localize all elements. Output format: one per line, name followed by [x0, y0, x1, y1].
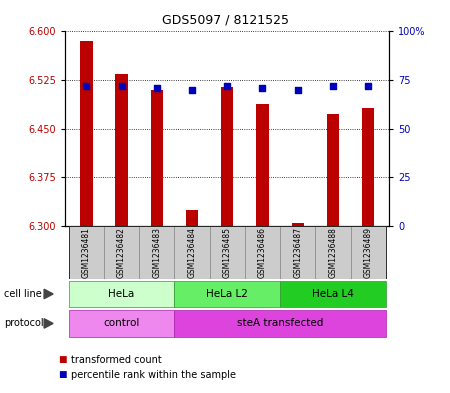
Bar	[221, 86, 234, 226]
Bar	[245, 226, 280, 279]
Bar	[139, 226, 175, 279]
Bar	[175, 226, 210, 279]
Point	[364, 83, 372, 89]
Text: GDS5097 / 8121525: GDS5097 / 8121525	[162, 14, 288, 27]
Text: GSM1236487: GSM1236487	[293, 227, 302, 278]
Bar	[175, 310, 386, 336]
Bar	[104, 226, 139, 279]
Text: HeLa L4: HeLa L4	[312, 289, 354, 299]
Bar	[362, 108, 374, 226]
Text: percentile rank within the sample: percentile rank within the sample	[71, 369, 236, 380]
Point	[83, 83, 90, 89]
Bar	[315, 226, 351, 279]
Text: ■: ■	[58, 355, 67, 364]
Bar	[69, 281, 175, 307]
Point	[329, 83, 337, 89]
Text: cell line: cell line	[4, 289, 42, 299]
Bar	[210, 226, 245, 279]
Bar	[151, 90, 163, 226]
Text: GSM1236482: GSM1236482	[117, 227, 126, 278]
Text: GSM1236485: GSM1236485	[223, 227, 232, 278]
Text: ■: ■	[58, 370, 67, 379]
Text: GSM1236486: GSM1236486	[258, 227, 267, 278]
Bar	[280, 281, 386, 307]
Point	[153, 85, 160, 91]
Bar	[292, 223, 304, 226]
Bar	[256, 104, 269, 226]
Polygon shape	[44, 319, 53, 328]
Text: protocol: protocol	[4, 318, 44, 329]
Bar	[280, 226, 315, 279]
Text: GSM1236484: GSM1236484	[188, 227, 197, 278]
Bar	[69, 310, 175, 336]
Bar	[175, 281, 280, 307]
Bar	[80, 41, 93, 226]
Text: GSM1236489: GSM1236489	[364, 227, 373, 278]
Point	[224, 83, 231, 89]
Bar	[186, 210, 198, 226]
Point	[294, 87, 302, 93]
Bar	[69, 226, 104, 279]
Text: steA transfected: steA transfected	[237, 318, 323, 328]
Point	[259, 85, 266, 91]
Text: HeLa: HeLa	[108, 289, 135, 299]
Text: GSM1236481: GSM1236481	[82, 227, 91, 278]
Point	[118, 83, 125, 89]
Text: GSM1236483: GSM1236483	[152, 227, 161, 278]
Polygon shape	[44, 289, 53, 299]
Point	[189, 87, 196, 93]
Text: control: control	[104, 318, 140, 328]
Bar	[327, 114, 339, 226]
Bar	[116, 73, 128, 226]
Text: GSM1236488: GSM1236488	[328, 227, 338, 278]
Text: transformed count: transformed count	[71, 354, 162, 365]
Bar	[351, 226, 386, 279]
Text: HeLa L2: HeLa L2	[206, 289, 248, 299]
